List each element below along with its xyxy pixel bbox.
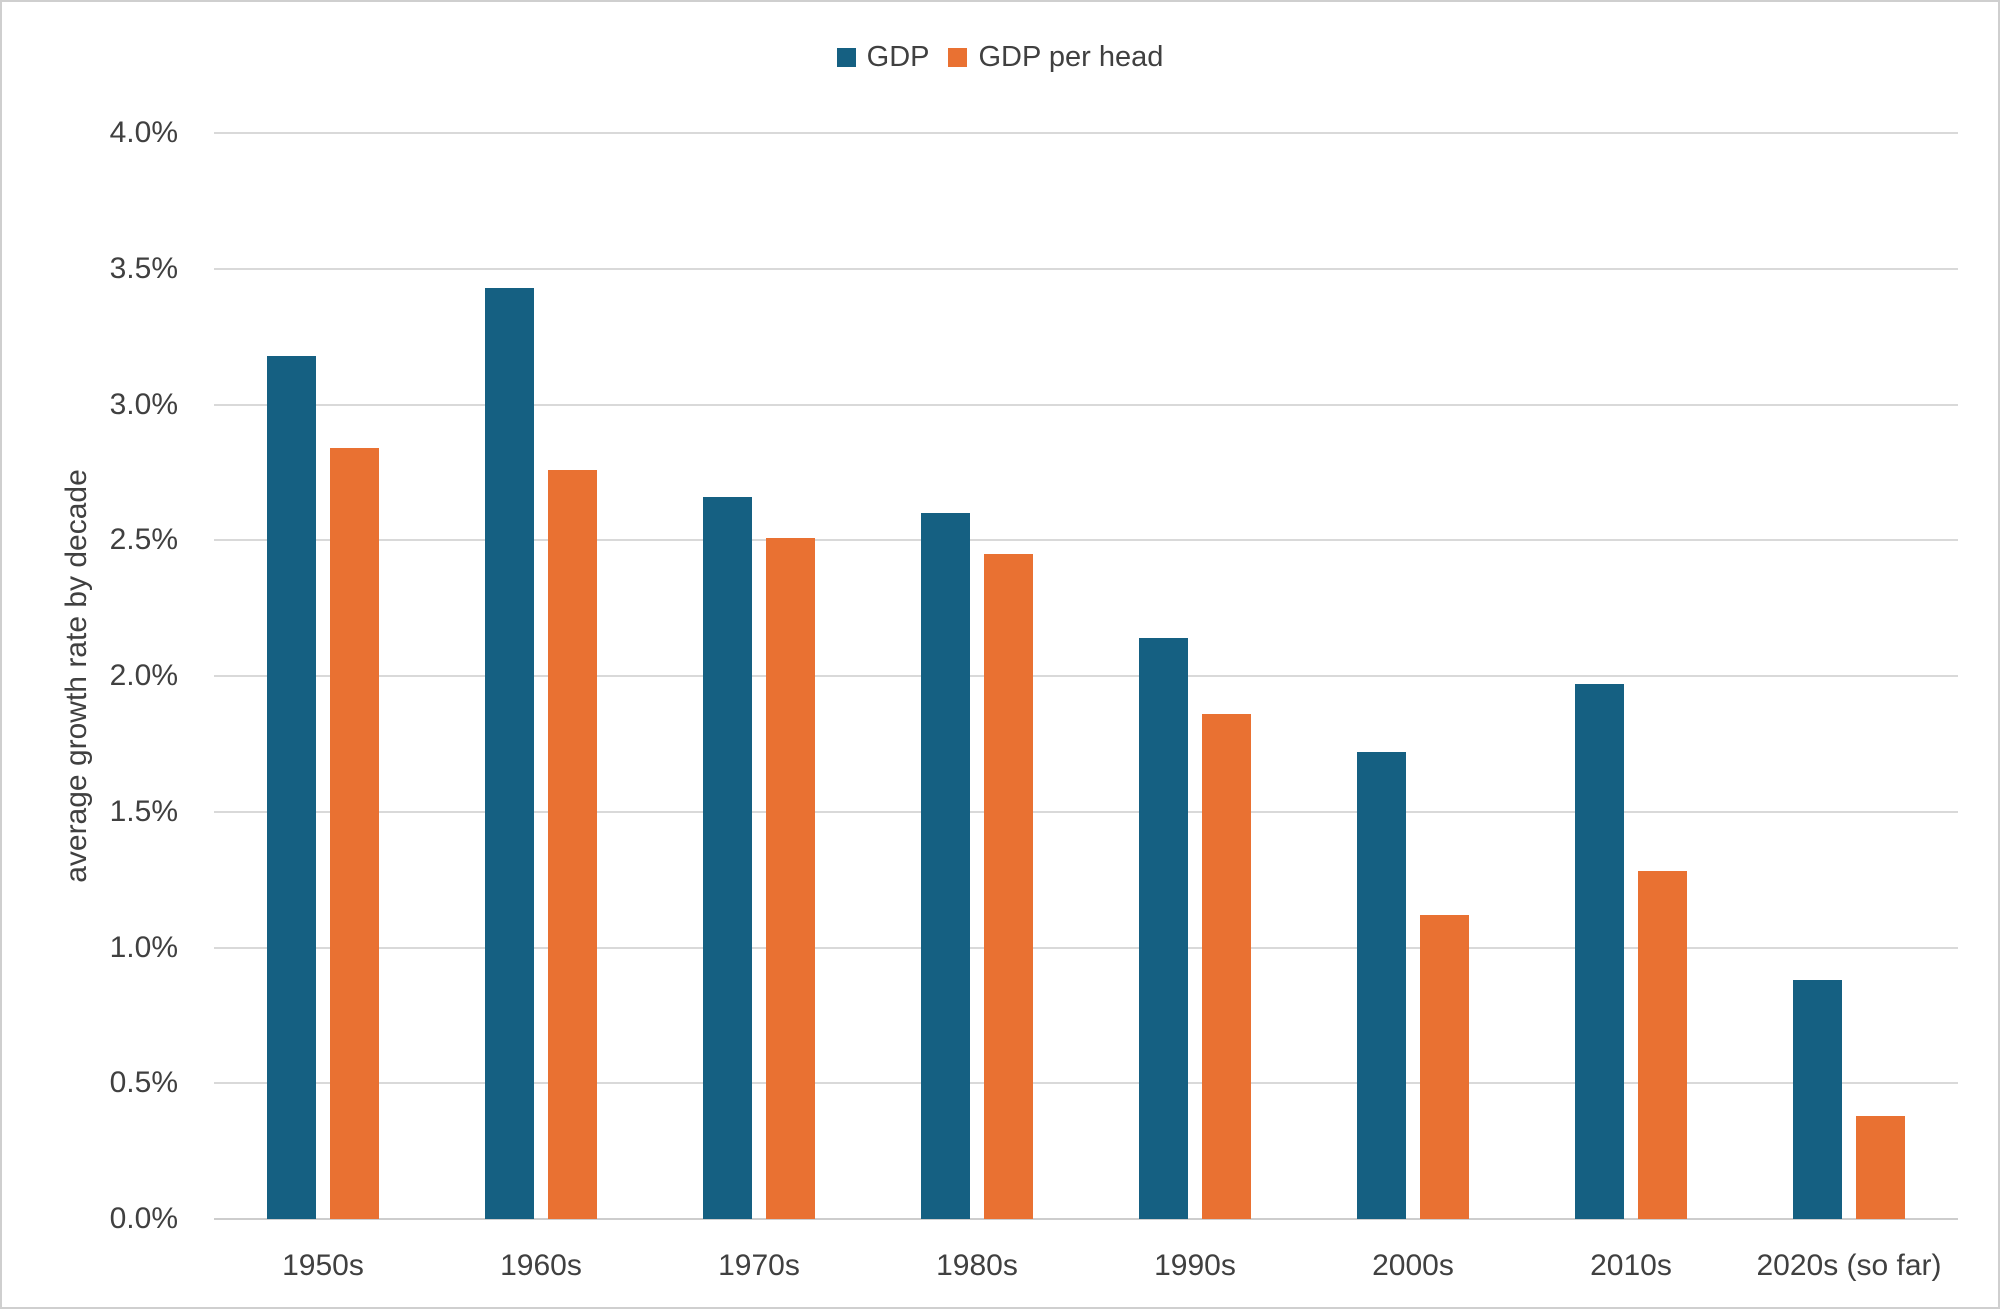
legend-swatch-icon: [948, 47, 968, 67]
y-tick-label-3-5: 3.5%: [109, 251, 178, 285]
bar-gdp-per-head-1950s: [330, 447, 379, 1219]
bar-gdp-per-head-1960s: [548, 469, 597, 1219]
gridline: [214, 810, 1958, 813]
x-axis-label-1950s: 1950s: [282, 1249, 364, 1282]
bar-gdp-per-head-2000s: [1420, 914, 1469, 1219]
gridline: [214, 403, 1958, 406]
x-axis-label-1990s: 1990s: [1154, 1249, 1236, 1282]
bar-gdp-per-head-1990s: [1202, 714, 1251, 1219]
bar-gdp-2010s: [1575, 684, 1624, 1219]
legend-item-gdp: GDP: [836, 40, 930, 74]
bar-gdp-per-head-1980s: [984, 553, 1033, 1219]
gridline: [214, 267, 1958, 270]
x-axis-label-2020s-so-far: 2020s (so far): [1756, 1249, 1942, 1282]
bar-gdp-1980s: [921, 513, 970, 1219]
bar-gdp-per-head-1970s: [766, 537, 815, 1219]
bar-gdp-per-head-2020s-so-far: [1856, 1115, 1905, 1219]
y-tick-label-1-5: 1.5%: [109, 794, 178, 828]
gridline: [214, 1082, 1958, 1085]
gridline: [214, 132, 1958, 134]
y-axis-title: average growth rate by decade: [60, 469, 93, 883]
y-tick-label-0-0: 0.0%: [109, 1202, 178, 1235]
bar-gdp-1960s: [485, 287, 534, 1219]
gridline: [214, 946, 1958, 949]
legend-item-gdp-per-head: GDP per head: [948, 40, 1163, 74]
gridline: [214, 675, 1958, 677]
legend-label: GDP: [866, 41, 930, 73]
y-tick-label-4-0: 4.0%: [109, 116, 178, 149]
bar-gdp-per-head-2010s: [1638, 871, 1687, 1219]
x-axis-label-1960s: 1960s: [500, 1249, 582, 1282]
legend: GDP GDP per head: [2, 40, 1998, 74]
plot-area: [214, 132, 1958, 1220]
bar-gdp-1990s: [1139, 638, 1188, 1219]
x-axis-label-1980s: 1980s: [936, 1249, 1018, 1282]
x-axis-label-1970s: 1970s: [718, 1249, 800, 1282]
legend-label: GDP per head: [978, 41, 1164, 73]
y-tick-label-3-0: 3.0%: [109, 387, 178, 421]
x-axis-line: [214, 1218, 1958, 1220]
y-tick-label-0-5: 0.5%: [109, 1066, 178, 1100]
y-tick-label-1-0: 1.0%: [109, 930, 178, 964]
bar-gdp-1970s: [703, 496, 752, 1219]
gridline: [214, 539, 1958, 542]
x-axis-label-2000s: 2000s: [1372, 1249, 1454, 1282]
y-tick-label-2-5: 2.5%: [109, 523, 178, 557]
y-tick-label-2-0: 2.0%: [109, 659, 178, 692]
bar-gdp-2020s-so-far: [1793, 980, 1842, 1219]
x-axis-label-2010s: 2010s: [1590, 1249, 1672, 1282]
bar-gdp-2000s: [1357, 752, 1406, 1219]
bar-gdp-1950s: [267, 355, 316, 1219]
legend-swatch-icon: [836, 47, 856, 67]
